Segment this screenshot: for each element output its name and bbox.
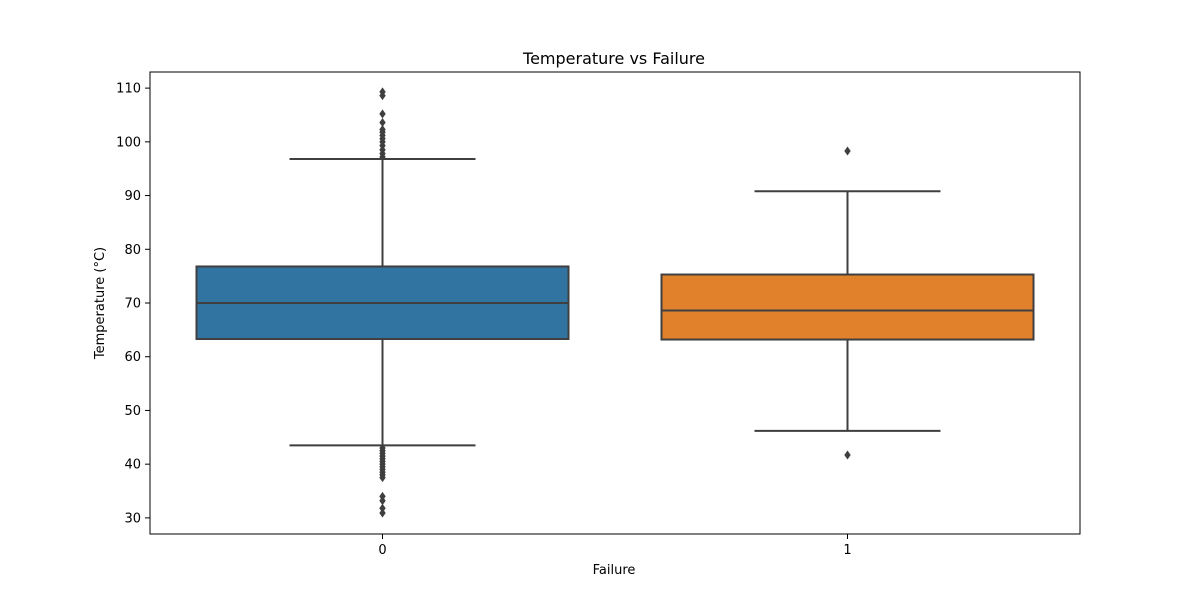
outlier-point: [379, 503, 386, 513]
x-axis-label: Failure: [593, 563, 636, 578]
x-tick-label: 0: [378, 543, 386, 558]
box-1: [660, 273, 1035, 341]
outlier-point: [379, 109, 386, 119]
y-tick-label: 40: [124, 458, 141, 473]
outlier-point: [379, 124, 386, 134]
y-axis-label: Temperature (°C): [93, 247, 108, 360]
y-tick-label: 50: [124, 404, 141, 419]
plot-frame: [149, 71, 1081, 535]
y-tick-label: 100: [116, 135, 141, 150]
outlier-point: [844, 450, 851, 460]
y-tick-label: 60: [124, 350, 141, 365]
y-tick-label: 110: [116, 82, 141, 97]
outlier-point: [379, 117, 386, 127]
plot-area: 30 40 50 60 70 80 90 100 110 0 1: [116, 82, 1035, 558]
outlier-point: [379, 87, 386, 97]
y-tick-label: 80: [124, 243, 141, 258]
outlier-point: [844, 146, 851, 156]
x-tick-label: 1: [843, 543, 851, 558]
y-tick-label: 30: [124, 511, 141, 526]
y-tick-label: 70: [124, 297, 141, 312]
chart-title: Temperature vs Failure: [522, 49, 705, 68]
y-tick-label: 90: [124, 189, 141, 204]
outlier-point: [379, 473, 386, 483]
outlier-point: [379, 496, 386, 506]
outlier-point: [379, 508, 386, 518]
